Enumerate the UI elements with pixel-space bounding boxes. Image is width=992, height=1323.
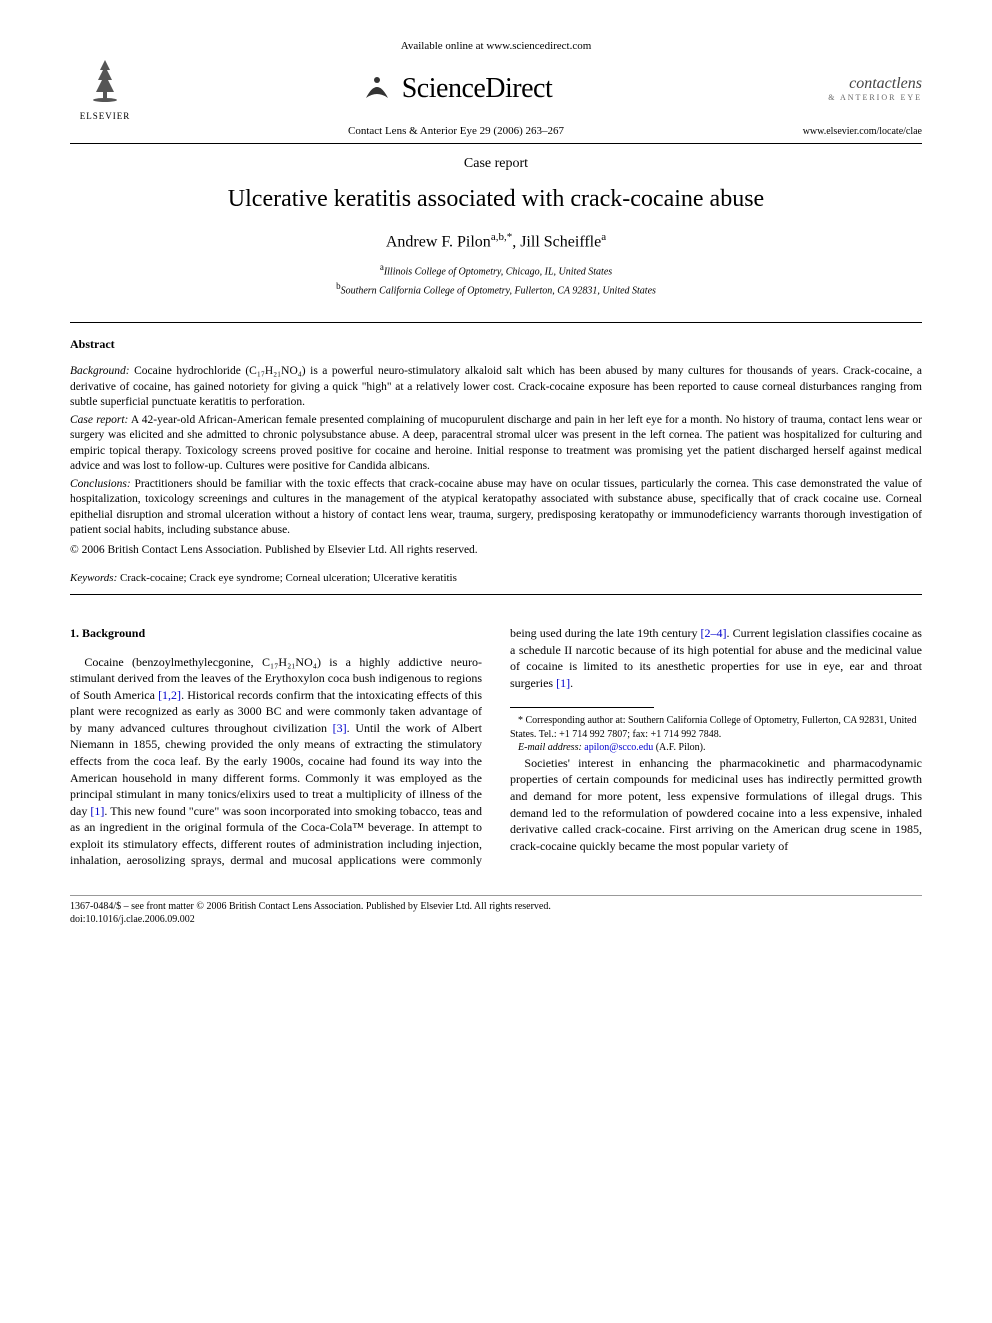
sciencedirect-icon bbox=[360, 70, 394, 108]
journal-url[interactable]: www.elsevier.com/locate/clae bbox=[772, 126, 922, 137]
abstract-conclusions-label: Conclusions: bbox=[70, 478, 131, 490]
ref-link-1-2[interactable]: [1,2] bbox=[158, 688, 181, 702]
page-footer: 1367-0484/$ – see front matter © 2006 Br… bbox=[70, 895, 922, 926]
abstract-copyright: © 2006 British Contact Lens Association.… bbox=[70, 543, 922, 559]
body-paragraph-2: Societies' interest in enhancing the pha… bbox=[510, 755, 922, 854]
footer-doi: doi:10.1016/j.clae.2006.09.002 bbox=[70, 913, 922, 926]
journal-reference-row: Contact Lens & Anterior Eye 29 (2006) 26… bbox=[70, 125, 922, 144]
affiliation-a: Illinois College of Optometry, Chicago, … bbox=[384, 267, 612, 278]
elsevier-tree-icon bbox=[70, 56, 140, 111]
abstract-case-label: Case report: bbox=[70, 414, 128, 426]
authors-line: Andrew F. Pilona,b,*, Jill Scheifflea bbox=[70, 231, 922, 251]
ref-link-2-4[interactable]: [2–4] bbox=[701, 626, 727, 640]
journal-reference: Contact Lens & Anterior Eye 29 (2006) 26… bbox=[140, 125, 772, 137]
author-2: Jill Scheiffle bbox=[520, 233, 601, 250]
affiliation-b: Southern California College of Optometry… bbox=[341, 285, 656, 296]
publisher-header: ELSEVIER ScienceDirect contactlens & ANT… bbox=[70, 56, 922, 121]
abstract-heading: Abstract bbox=[70, 337, 922, 352]
sciencedirect-text: ScienceDirect bbox=[402, 73, 553, 104]
author-1: Andrew F. Pilon bbox=[386, 233, 491, 250]
section-1-heading: 1. Background bbox=[70, 625, 482, 642]
abstract-separator-top bbox=[70, 322, 922, 323]
author-1-sup: a,b,* bbox=[491, 231, 512, 243]
email-footnote: E-mail address: apilon@scco.edu (A.F. Pi… bbox=[510, 741, 922, 755]
available-online-line: Available online at www.sciencedirect.co… bbox=[70, 40, 922, 52]
abstract-body: Background: Cocaine hydrochloride (C₁₇H₂… bbox=[70, 364, 922, 558]
author-2-sup: a bbox=[601, 231, 606, 243]
ref-link-1[interactable]: [1] bbox=[90, 804, 104, 818]
ref-link-1b[interactable]: [1] bbox=[556, 676, 570, 690]
keywords-label: Keywords: bbox=[70, 572, 117, 584]
elsevier-label: ELSEVIER bbox=[70, 111, 140, 121]
abstract-background-text: Cocaine hydrochloride (C₁₇H₂₁NO₄) is a p… bbox=[70, 365, 922, 408]
abstract-separator-bottom bbox=[70, 594, 922, 595]
body-two-column: 1. Background Cocaine (benzoylmethylecgo… bbox=[70, 625, 922, 869]
journal-logo-sub: & ANTERIOR EYE bbox=[772, 93, 922, 102]
corresponding-author-footnote: * Corresponding author at: Southern Cali… bbox=[510, 714, 922, 741]
journal-logo-main: contactlens bbox=[772, 75, 922, 93]
journal-logo: contactlens & ANTERIOR EYE bbox=[772, 75, 922, 102]
keywords-text: Crack-cocaine; Crack eye syndrome; Corne… bbox=[117, 572, 457, 584]
sciencedirect-logo: ScienceDirect bbox=[140, 70, 772, 108]
email-link[interactable]: apilon@scco.edu bbox=[582, 742, 653, 753]
abstract-conclusions-text: Practitioners should be familiar with th… bbox=[70, 478, 922, 537]
affiliations: aIllinois College of Optometry, Chicago,… bbox=[70, 261, 922, 298]
article-title: Ulcerative keratitis associated with cra… bbox=[70, 186, 922, 213]
ref-link-3[interactable]: [3] bbox=[333, 721, 347, 735]
abstract-case-text: A 42-year-old African-American female pr… bbox=[70, 414, 922, 473]
email-label: E-mail address: bbox=[518, 742, 582, 753]
footnote-separator bbox=[510, 707, 654, 708]
keywords-line: Keywords: Crack-cocaine; Crack eye syndr… bbox=[70, 572, 922, 584]
article-type: Case report bbox=[70, 156, 922, 172]
elsevier-logo: ELSEVIER bbox=[70, 56, 140, 121]
footer-copyright: 1367-0484/$ – see front matter © 2006 Br… bbox=[70, 900, 922, 913]
abstract-background-label: Background: bbox=[70, 365, 130, 377]
